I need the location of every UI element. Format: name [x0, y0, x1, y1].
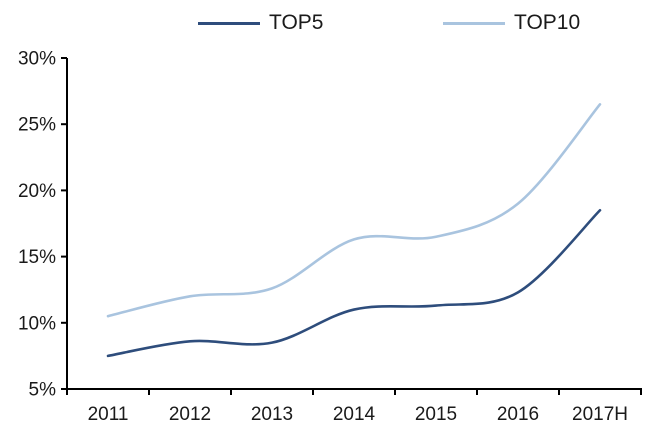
x-tick-label: 2015 [415, 404, 457, 425]
y-tick-label: 25% [18, 115, 56, 136]
legend-item-top10: TOP10 [443, 10, 580, 36]
top5-line [106, 208, 602, 358]
y-tick-label: 5% [29, 380, 57, 401]
top10-line [106, 103, 602, 318]
y-tick-label: 30% [18, 49, 56, 70]
x-tick-label: 2016 [497, 404, 539, 425]
legend-label-top10: TOP10 [514, 11, 581, 34]
x-tick-label: 2014 [333, 404, 376, 425]
x-tick-label: 2017H [572, 404, 628, 425]
legend-label-top5: TOP5 [269, 11, 324, 34]
y-tick-label: 15% [18, 247, 56, 268]
x-tick-label: 2012 [169, 404, 211, 425]
legend-item-top5: TOP5 [198, 10, 323, 36]
legend-swatch-top10 [443, 21, 505, 25]
y-tick-label: 10% [18, 313, 56, 334]
y-tick-label: 20% [18, 181, 56, 202]
x-tick-label: 2013 [251, 404, 293, 425]
x-tick-label: 2011 [88, 404, 129, 425]
legend-swatch-top5 [198, 21, 260, 25]
